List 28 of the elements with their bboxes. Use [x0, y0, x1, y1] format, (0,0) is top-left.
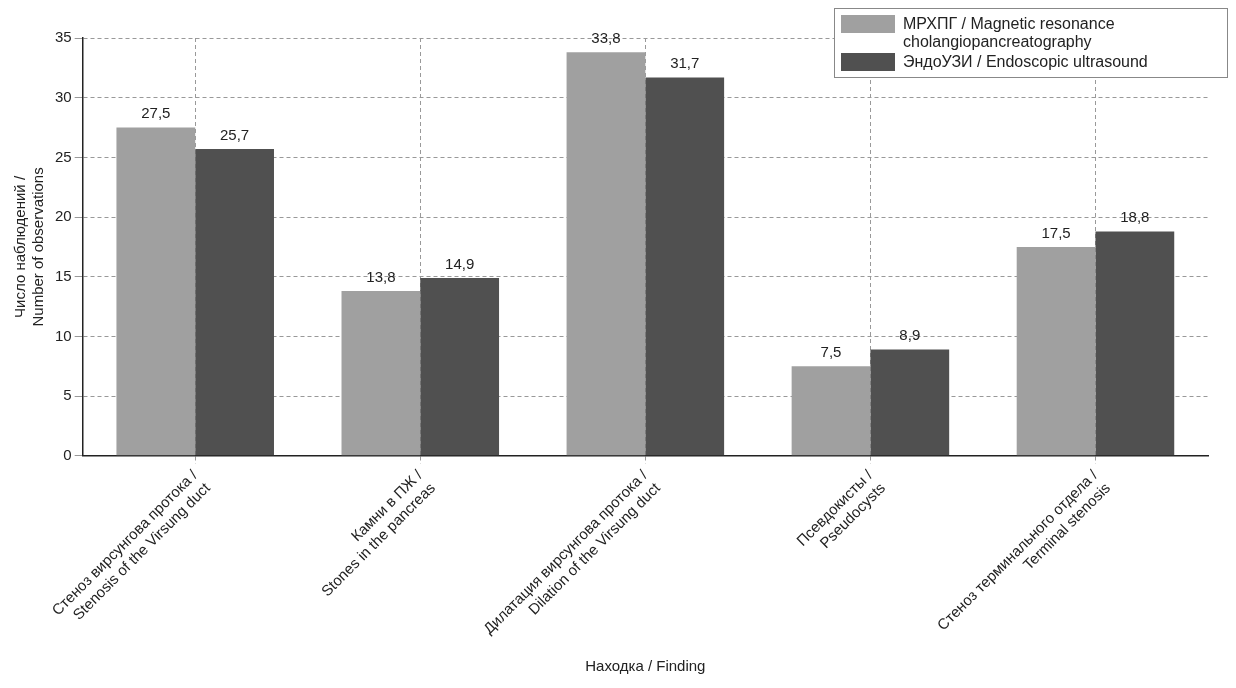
y-tick-label: 15 [55, 266, 72, 284]
x-axis-title: Находка / Finding [585, 657, 706, 675]
data-label: 17,5 [1041, 223, 1071, 241]
data-label: 7,5 [820, 342, 842, 360]
bar [420, 277, 500, 456]
y-tick-label: 10 [55, 326, 72, 344]
y-tick-label: 0 [63, 445, 72, 463]
data-label: 25,7 [220, 125, 250, 143]
y-tick-label: 5 [63, 386, 72, 404]
bar [870, 349, 950, 456]
y-tick-label: 35 [55, 28, 72, 46]
y-tick-label: 30 [55, 87, 72, 105]
bar [341, 291, 421, 456]
data-label: 18,8 [1120, 208, 1150, 226]
legend-label: МРХПГ / Magnetic resonance cholangiopancreatography [903, 15, 1116, 51]
legend-label: ЭндоУЗИ / Endoscopic ultrasound [903, 53, 1148, 71]
y-tick-label: 25 [55, 147, 72, 165]
data-label: 27,5 [141, 104, 171, 122]
y-tick-label: 20 [55, 207, 72, 225]
data-label: 8,9 [899, 326, 921, 344]
data-label: 33,8 [591, 28, 621, 46]
data-label: 13,8 [366, 267, 396, 285]
bar [645, 77, 725, 456]
bar [195, 149, 274, 456]
data-label: 14,9 [445, 254, 475, 272]
data-label: 31,7 [670, 54, 700, 72]
bar [1095, 231, 1175, 456]
y-axis-title: Число наблюдений / Number of observations [11, 167, 47, 327]
